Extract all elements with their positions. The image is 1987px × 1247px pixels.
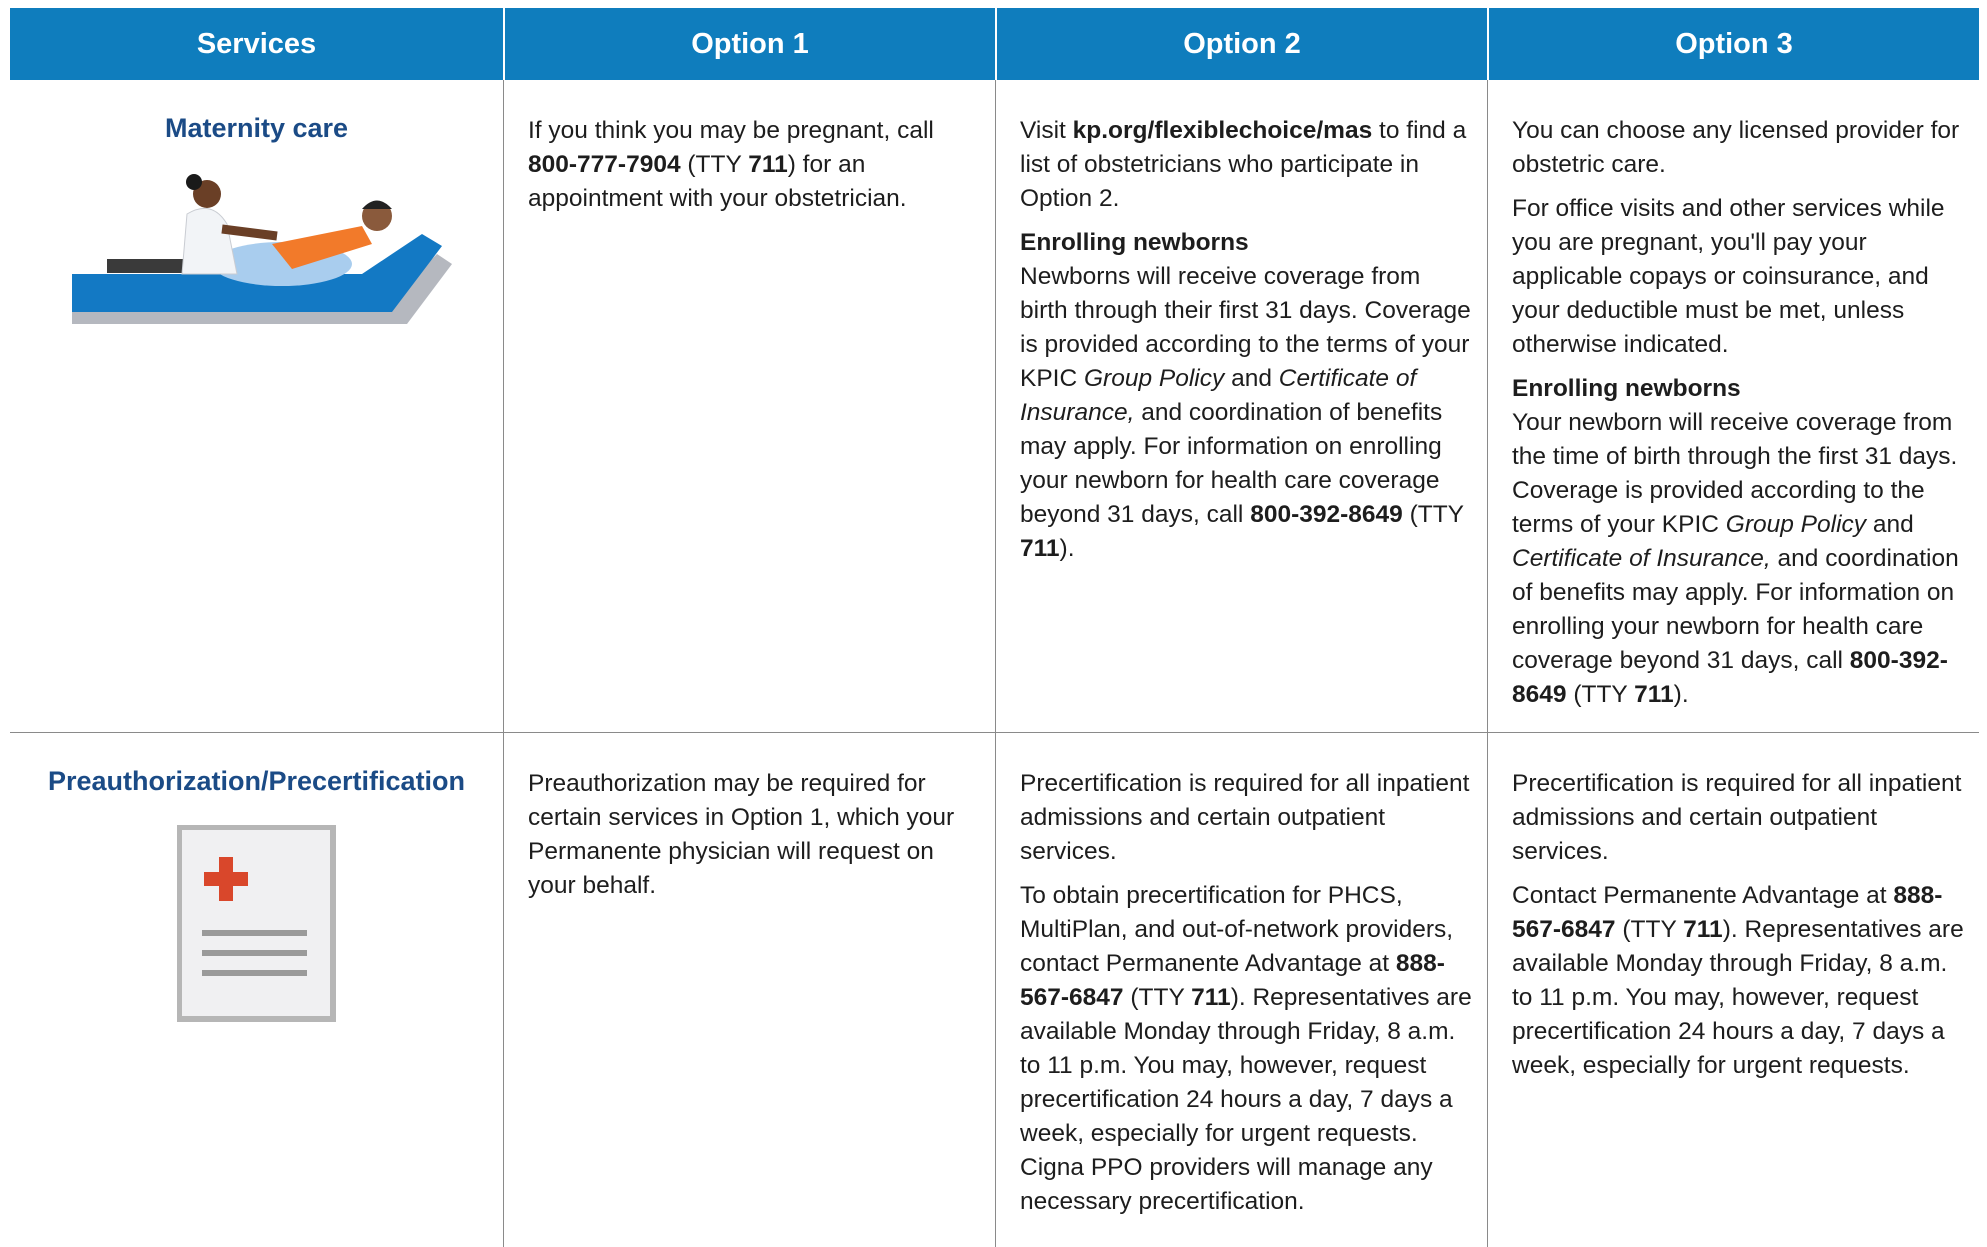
text: and coordination of benefits may apply. …: [1512, 545, 1959, 674]
text: (TTY: [1615, 916, 1684, 943]
text: (TTY: [1566, 681, 1635, 708]
text: You can choose any licensed provider for…: [1512, 117, 1960, 178]
paragraph: Precertification is required for all inp…: [1512, 767, 1965, 869]
text: and: [1866, 511, 1914, 538]
text: Newborns will receive coverage from birt…: [1020, 263, 1471, 392]
text: and: [1224, 365, 1279, 392]
header-cell: Option 3: [1487, 8, 1979, 80]
text: (TTY: [1123, 984, 1192, 1011]
text: ) for an appointment with your obstetric…: [528, 151, 907, 212]
bold-text: 888-567-6847: [1020, 950, 1445, 1011]
text: Visit: [1020, 117, 1073, 144]
header-cell: Option 1: [503, 8, 995, 80]
service-name: Maternity care: [164, 113, 349, 143]
paragraph: Contact Permanente Advantage at 888-567-…: [1512, 879, 1965, 1083]
italic-text: Group Policy: [1084, 365, 1225, 392]
text: (TTY: [680, 151, 749, 178]
paragraph: Precertification is required for all inp…: [1020, 767, 1473, 869]
text: Your newborn will receive coverage from …: [1512, 409, 1958, 538]
coverage-table: Services Option 1 Option 2 Option 3 Mate…: [10, 8, 1979, 1247]
text: Preauthorization may be required for cer…: [528, 770, 955, 899]
bold-text: 711: [1683, 916, 1723, 943]
bold-text: kp.org/flexiblechoice/mas: [1072, 117, 1373, 144]
paragraph: If you think you may be pregnant, call 8…: [528, 114, 981, 216]
text: to find a list of obstetricians who part…: [1020, 117, 1467, 212]
paragraph: For office visits and other services whi…: [1512, 192, 1965, 362]
bold-text: 800-392-8649: [1250, 501, 1403, 528]
option-cell: If you think you may be pregnant, call 8…: [503, 80, 995, 732]
bold-text: 711: [1634, 681, 1674, 708]
text: ). Representatives are available Monday …: [1512, 916, 1964, 1079]
paragraph: Visit kp.org/flexiblechoice/mas to find …: [1020, 114, 1473, 216]
header-cell: Option 2: [995, 8, 1487, 80]
paragraph: Newborns will receive coverage from birt…: [1020, 260, 1473, 566]
italic-text: Certificate of Insurance,: [1512, 545, 1771, 572]
bold-text: 800-777-7904: [528, 151, 681, 178]
header-cell: Services: [10, 8, 503, 80]
bold-text: 711: [1191, 984, 1231, 1011]
document-icon: [176, 825, 336, 1022]
text: For office visits and other services whi…: [1512, 195, 1945, 358]
text: Contact Permanente Advantage at: [1512, 882, 1894, 909]
text: ).: [1059, 535, 1075, 562]
text: (TTY: [1402, 501, 1464, 528]
option-cell: Precertification is required for all inp…: [1487, 732, 1979, 1247]
text: If you think you may be pregnant, call: [528, 117, 934, 144]
subheading: Enrolling newborns: [1512, 375, 1741, 402]
bold-text: 800-392-8649: [1512, 647, 1948, 708]
text: ). Representatives are available Monday …: [1020, 984, 1472, 1215]
text: Precertification is required for all inp…: [1512, 770, 1962, 865]
paragraph: To obtain precertification for PHCS, Mul…: [1020, 879, 1473, 1219]
text: To obtain precertification for PHCS, Mul…: [1020, 882, 1454, 977]
option-cell: You can choose any licensed provider for…: [1487, 80, 1979, 732]
italic-text: Group Policy: [1725, 511, 1867, 538]
bold-text: 711: [1020, 535, 1060, 562]
paragraph: Preauthorization may be required for cer…: [528, 767, 981, 903]
service-cell: Maternity care: [10, 80, 503, 732]
service-cell: Preauthorization/Precertification: [10, 732, 503, 1247]
service-name: Preauthorization/Precertification: [47, 766, 466, 796]
text: ).: [1673, 681, 1689, 708]
paragraph: You can choose any licensed provider for…: [1512, 114, 1965, 182]
maternity-icon: [71, 174, 452, 324]
text: Precertification is required for all inp…: [1020, 770, 1470, 865]
bold-text: 888-567-6847: [1512, 882, 1943, 943]
paragraph: Your newborn will receive coverage from …: [1512, 406, 1965, 712]
option-cell: Precertification is required for all inp…: [995, 732, 1487, 1247]
bold-text: 711: [748, 151, 788, 178]
italic-text: Certificate of Insurance,: [1020, 365, 1417, 426]
option-cell: Preauthorization may be required for cer…: [503, 732, 995, 1247]
text: and coordination of benefits may apply. …: [1020, 399, 1443, 528]
subheading: Enrolling newborns: [1020, 229, 1249, 256]
option-cell: Visit kp.org/flexiblechoice/mas to find …: [995, 80, 1487, 732]
